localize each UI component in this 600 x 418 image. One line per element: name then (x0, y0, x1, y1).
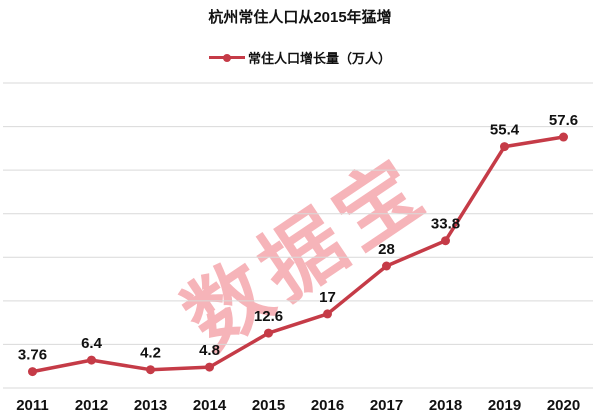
data-point-label: 28 (378, 241, 395, 258)
data-point-label: 4.8 (199, 342, 220, 359)
x-axis-tick-label: 2014 (193, 397, 227, 414)
legend-line-marker-icon (208, 53, 245, 62)
data-point-label: 12.6 (254, 308, 283, 325)
chart-title: 杭州常住人口从2015年猛增 (208, 9, 392, 26)
legend-series-label: 常住人口增长量（万人） (247, 51, 391, 66)
chart-legend: 常住人口增长量（万人） (0, 48, 600, 67)
x-axis-tick-label: 2016 (311, 397, 344, 414)
data-point-marker (87, 355, 96, 365)
x-axis-tick-label: 2018 (429, 397, 462, 414)
series-line (30, 135, 566, 374)
data-point-label: 6.4 (81, 335, 103, 352)
x-axis-tick-label: 2015 (252, 397, 285, 414)
data-point-label: 4.2 (140, 345, 161, 362)
data-point-marker (441, 236, 450, 246)
data-point-label: 33.8 (431, 216, 460, 233)
data-point-marker (382, 261, 391, 271)
data-point-marker (28, 367, 37, 377)
legend-dot (222, 53, 231, 62)
data-point-marker (264, 328, 273, 338)
x-axis-tick-label: 2012 (75, 397, 108, 414)
x-axis-tick-label: 2019 (488, 397, 521, 414)
x-axis-tick-label: 2011 (16, 397, 49, 414)
data-point-marker (559, 132, 568, 142)
x-axis-tick-label: 2017 (370, 397, 403, 414)
data-point-label: 55.4 (490, 122, 520, 139)
x-axis-tick-label: 2013 (134, 397, 167, 414)
data-point-label: 57.6 (549, 112, 578, 129)
data-point-marker (146, 365, 155, 375)
x-axis-tick-label: 2020 (547, 397, 580, 414)
data-point-label: 17 (319, 289, 336, 306)
data-point-label: 3.76 (18, 347, 47, 364)
data-point-marker (323, 309, 332, 319)
data-point-marker (500, 142, 509, 152)
data-point-marker (205, 362, 214, 372)
